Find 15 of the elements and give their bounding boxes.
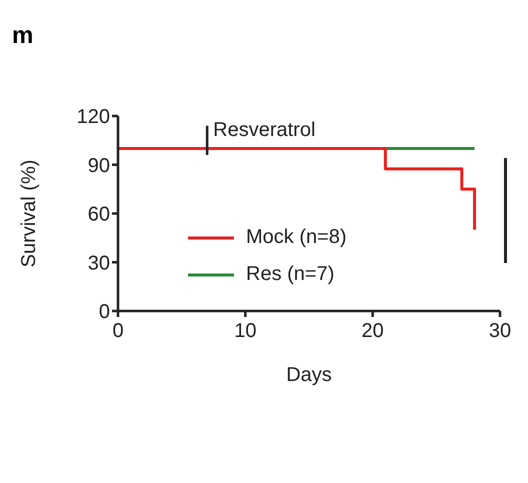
legend-label: Mock (n=8) [246, 226, 347, 249]
x-tick-label: 0 [112, 320, 124, 342]
y-tick-label: 90 [88, 154, 110, 177]
y-tick-label: 30 [88, 252, 110, 274]
x-tick-label: 10 [234, 320, 256, 342]
chart-title: m [12, 22, 34, 50]
legend-label: Res (n=7) [246, 263, 334, 286]
x-axis-title: Days [286, 364, 332, 386]
y-axis-title: Survival (%) [18, 160, 40, 268]
y-tick-label: 120 [76, 106, 110, 128]
x-tick-label: 30 [488, 320, 512, 342]
y-tick-label: 0 [98, 301, 110, 324]
y-tick-label: 60 [88, 204, 110, 226]
ref-line-label: Resveratrol [213, 119, 316, 142]
x-tick-label: 20 [362, 320, 384, 342]
